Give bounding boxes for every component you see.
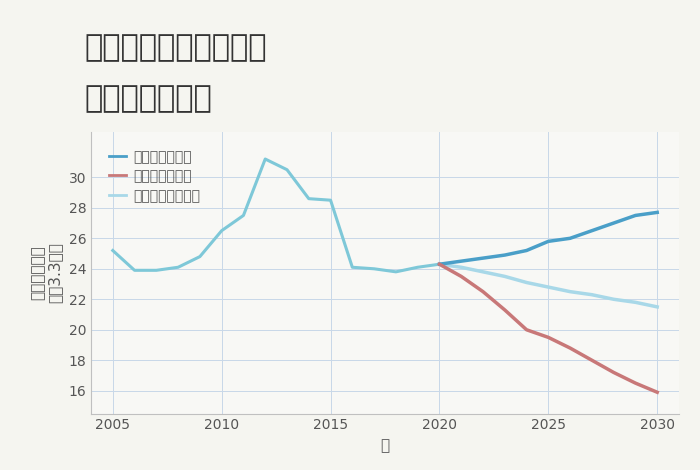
Y-axis label: 単価（万円）
坪（3.3㎡）: 単価（万円） 坪（3.3㎡） bbox=[30, 242, 63, 303]
Legend: グッドシナリオ, バッドシナリオ, ノーマルシナリオ: グッドシナリオ, バッドシナリオ, ノーマルシナリオ bbox=[104, 144, 206, 208]
Text: 土地の価格推移: 土地の価格推移 bbox=[84, 85, 211, 114]
X-axis label: 年: 年 bbox=[380, 438, 390, 453]
Text: 千葉県成田市一坪田の: 千葉県成田市一坪田の bbox=[84, 33, 267, 62]
